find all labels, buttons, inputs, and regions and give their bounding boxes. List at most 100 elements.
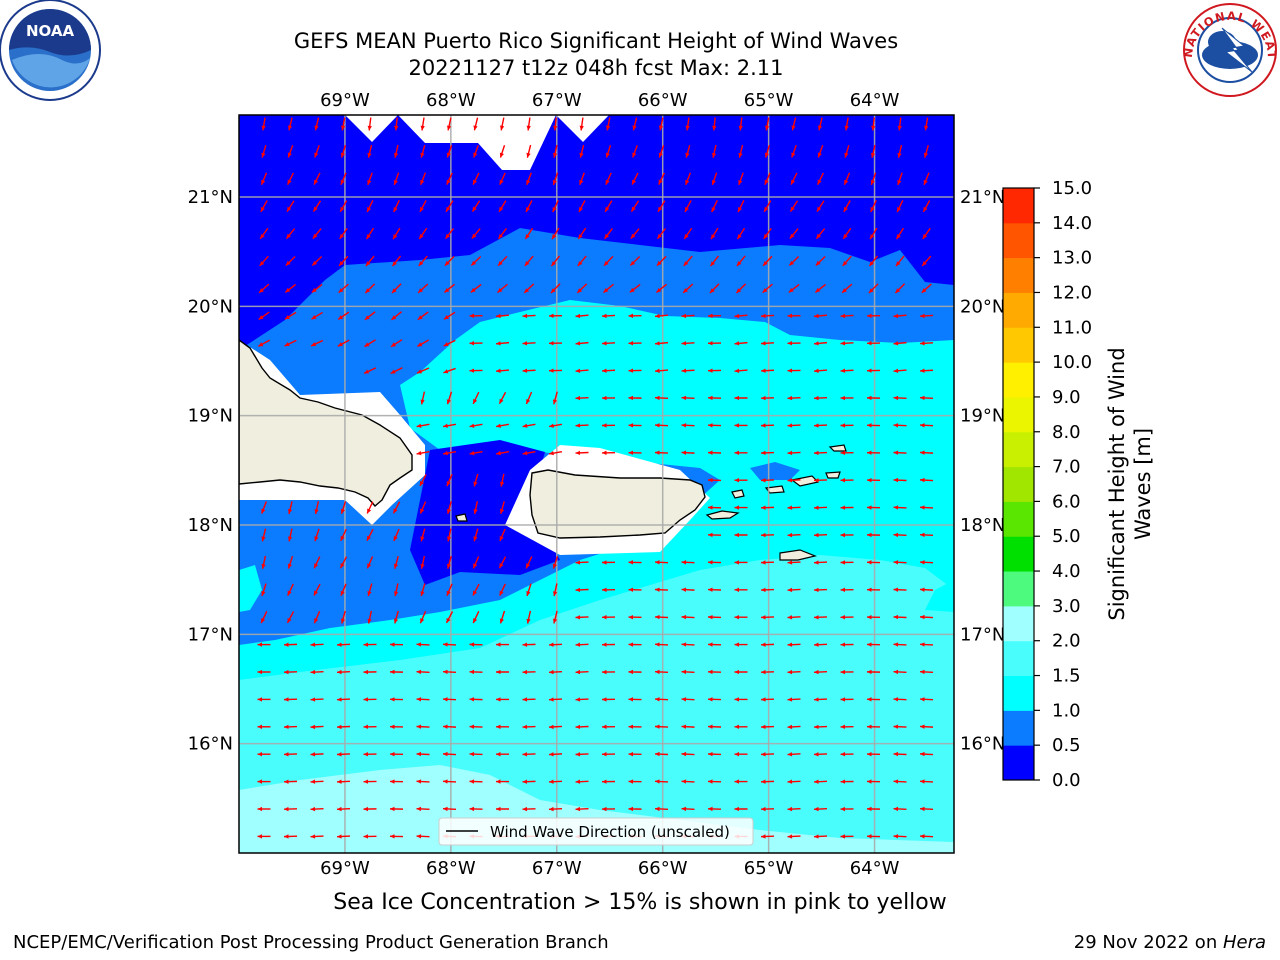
wind-arrow [813, 395, 828, 401]
wind-arrow [734, 368, 748, 373]
wind-arrow [257, 642, 271, 647]
wind-arrow [336, 724, 351, 730]
wind-arrow [922, 227, 931, 240]
wind-arrow [575, 560, 589, 565]
wind-arrow [548, 450, 563, 456]
wind-arrow [681, 450, 695, 455]
wind-arrow [442, 779, 457, 784]
wind-arrow [389, 751, 404, 757]
wind-arrow [469, 423, 483, 428]
wind-arrow [526, 172, 532, 186]
wind-arrow [419, 474, 427, 487]
lon-tick-label-top: 65°W [744, 90, 794, 111]
wind-arrow [760, 560, 775, 565]
wind-arrow [260, 172, 268, 186]
wind-arrow [654, 423, 669, 428]
wind-arrow [707, 341, 722, 346]
wind-arrow [893, 477, 907, 483]
wind-arrow [391, 283, 402, 294]
wind-arrow [919, 313, 934, 319]
wind-arrow [682, 283, 694, 294]
wind-arrow [813, 615, 828, 620]
wind-arrow [336, 834, 351, 839]
wind-arrow [760, 423, 775, 428]
contour-0.0-0.5-patch [410, 440, 560, 585]
wind-arrow [681, 587, 695, 592]
wind-arrow [522, 697, 536, 702]
wind-arrow [919, 450, 934, 455]
wind-arrow [339, 227, 348, 240]
wind-arrow [707, 423, 722, 428]
wind-arrow [287, 117, 293, 131]
wind-arrow [628, 806, 642, 812]
wind-arrow [495, 423, 510, 428]
land-st-croix [779, 549, 817, 561]
wind-arrow [791, 145, 797, 158]
wind-arrow [894, 283, 906, 294]
wind-arrow [813, 478, 828, 483]
wind-arrow [416, 724, 430, 729]
wind-arrow [897, 144, 903, 158]
wind-arrow [552, 610, 558, 624]
wind-arrow [469, 642, 483, 647]
wind-arrow [526, 117, 531, 131]
wind-arrow [866, 423, 881, 428]
wind-arrow [367, 583, 373, 597]
wind-arrow [734, 395, 748, 401]
wind-arrow [866, 806, 881, 812]
wind-arrow [446, 172, 453, 185]
wind-arrow [363, 779, 377, 784]
lat-tick-label-right: 18°N [960, 515, 1005, 536]
wind-arrow [813, 587, 828, 593]
wind-arrow [893, 806, 907, 812]
colorbar-tick-label: 1.0 [1052, 700, 1081, 721]
wind-arrow [787, 834, 801, 839]
wind-arrow [604, 200, 613, 213]
wind-arrow [632, 117, 638, 131]
wind-arrow [446, 555, 452, 569]
wind-arrow [919, 751, 934, 757]
wind-arrow [707, 587, 722, 592]
wind-arrow [577, 227, 587, 240]
wind-arrow [787, 642, 801, 647]
wind-arrow [472, 391, 480, 405]
wind-arrow [760, 752, 775, 757]
wind-arrow [658, 145, 665, 158]
wind-arrow [681, 368, 695, 373]
wind-arrow [840, 697, 854, 702]
wind-arrow [870, 172, 877, 186]
wind-arrow [418, 227, 428, 240]
colorbar: 0.0 0.5 1.0 1.5 2.0 3.0 4.0 5.0 6.0 7.0 8.0 9.0 10.0… [1003, 178, 1092, 791]
chart-subtitle: 20221127 t12z 048h fcst Max: 2.11 [409, 56, 784, 80]
wind-arrow [707, 313, 722, 319]
footer-host: Hera [1222, 932, 1266, 953]
wind-arrow [893, 834, 907, 839]
wind-arrow [575, 724, 589, 730]
colorbar-tick-label: 5.0 [1052, 526, 1081, 547]
wind-wave-arrows [257, 117, 934, 839]
colorbar-tick-label: 2.0 [1052, 631, 1081, 652]
wind-arrow [760, 313, 775, 319]
wind-arrow [681, 423, 695, 428]
wind-arrow [738, 172, 744, 186]
wind-arrow [495, 752, 510, 757]
lat-tick-label-left: 20°N [188, 296, 233, 317]
wind-arrow [446, 117, 452, 131]
wind-arrow [893, 450, 907, 455]
wind-arrow [416, 806, 430, 812]
wind-arrow [601, 560, 616, 565]
noaa-logo-text: NOAA [26, 22, 75, 40]
wind-arrow [893, 724, 907, 729]
wind-arrow [791, 117, 797, 131]
wind-arrow [287, 528, 293, 542]
noaa-logo-icon: NOAA [0, 0, 101, 101]
colorbar-segment [1003, 257, 1034, 293]
wind-arrow [787, 532, 801, 538]
wind-arrow [919, 834, 934, 839]
wind-arrow [709, 255, 720, 267]
wind-arrow [442, 450, 457, 456]
wind-arrow [919, 724, 934, 729]
wind-arrow [287, 501, 293, 515]
wind-arrow [416, 423, 430, 428]
wind-arrow [893, 341, 907, 346]
